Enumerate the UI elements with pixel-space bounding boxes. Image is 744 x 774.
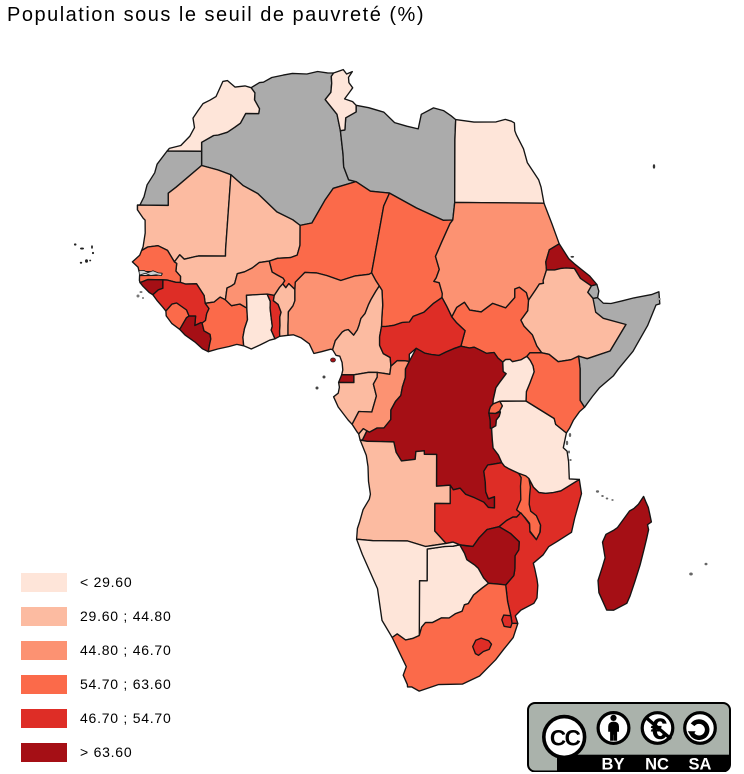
svg-text:BY: BY (602, 755, 625, 772)
svg-text:NC: NC (645, 755, 669, 772)
svg-text:CC: CC (550, 725, 581, 750)
svg-text:SA: SA (689, 755, 712, 772)
